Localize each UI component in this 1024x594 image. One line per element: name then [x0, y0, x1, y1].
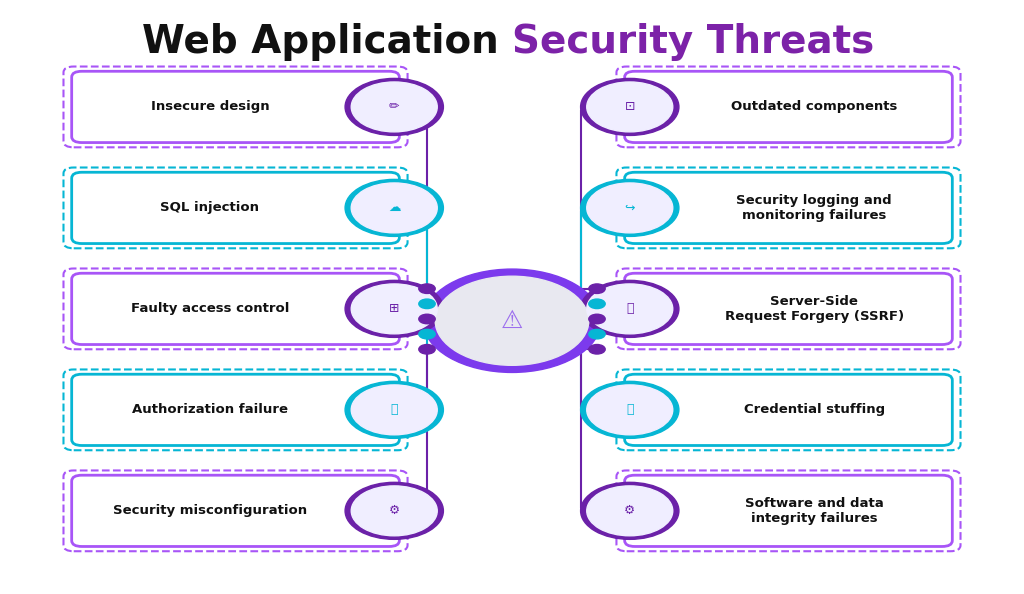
Text: ⚙: ⚙ — [389, 504, 399, 517]
Circle shape — [587, 385, 673, 435]
FancyBboxPatch shape — [72, 71, 399, 143]
Text: Server-Side
Request Forgery (SSRF): Server-Side Request Forgery (SSRF) — [725, 295, 903, 323]
Circle shape — [419, 284, 435, 293]
Circle shape — [581, 280, 679, 337]
Text: Web Application: Web Application — [141, 23, 512, 61]
Circle shape — [589, 345, 605, 354]
FancyBboxPatch shape — [72, 273, 399, 345]
Circle shape — [345, 78, 443, 135]
Circle shape — [581, 78, 679, 135]
Circle shape — [587, 82, 673, 132]
Text: Software and data
integrity failures: Software and data integrity failures — [744, 497, 884, 525]
Text: Faulty access control: Faulty access control — [131, 302, 289, 315]
Circle shape — [351, 486, 437, 536]
Text: Security logging and
monitoring failures: Security logging and monitoring failures — [736, 194, 892, 222]
Circle shape — [345, 179, 443, 236]
Circle shape — [589, 284, 605, 293]
Circle shape — [345, 381, 443, 438]
FancyBboxPatch shape — [625, 273, 952, 345]
Text: ↪: ↪ — [625, 201, 635, 214]
Circle shape — [435, 276, 589, 365]
Text: 🗄: 🗄 — [626, 302, 634, 315]
Circle shape — [581, 179, 679, 236]
Text: ☁: ☁ — [388, 201, 400, 214]
Circle shape — [419, 299, 435, 309]
Text: SQL injection: SQL injection — [161, 201, 259, 214]
Text: 📄: 📄 — [626, 403, 634, 416]
Circle shape — [581, 381, 679, 438]
Circle shape — [351, 385, 437, 435]
Text: ⚙: ⚙ — [625, 504, 635, 517]
Text: ✏: ✏ — [389, 100, 399, 113]
Text: ⚠: ⚠ — [501, 309, 523, 333]
Circle shape — [589, 314, 605, 324]
Text: Outdated components: Outdated components — [731, 100, 897, 113]
Circle shape — [345, 280, 443, 337]
Circle shape — [587, 486, 673, 536]
Circle shape — [351, 183, 437, 233]
Circle shape — [351, 284, 437, 334]
Circle shape — [345, 482, 443, 539]
Circle shape — [419, 314, 435, 324]
FancyBboxPatch shape — [625, 374, 952, 446]
FancyBboxPatch shape — [72, 374, 399, 446]
FancyBboxPatch shape — [625, 172, 952, 244]
Circle shape — [351, 82, 437, 132]
Circle shape — [419, 345, 435, 354]
Text: 🔒: 🔒 — [390, 403, 398, 416]
Circle shape — [587, 183, 673, 233]
Circle shape — [589, 299, 605, 309]
Text: Insecure design: Insecure design — [151, 100, 269, 113]
Circle shape — [581, 482, 679, 539]
Text: ⊞: ⊞ — [389, 302, 399, 315]
Circle shape — [589, 329, 605, 339]
Text: Credential stuffing: Credential stuffing — [743, 403, 885, 416]
Circle shape — [419, 329, 435, 339]
FancyBboxPatch shape — [625, 71, 952, 143]
Circle shape — [423, 269, 601, 372]
Text: ⊡: ⊡ — [625, 100, 635, 113]
Circle shape — [587, 284, 673, 334]
FancyBboxPatch shape — [625, 475, 952, 546]
Text: Authorization failure: Authorization failure — [132, 403, 288, 416]
FancyBboxPatch shape — [72, 475, 399, 546]
Text: Security Threats: Security Threats — [512, 23, 874, 61]
FancyBboxPatch shape — [72, 172, 399, 244]
Text: Security misconfiguration: Security misconfiguration — [113, 504, 307, 517]
